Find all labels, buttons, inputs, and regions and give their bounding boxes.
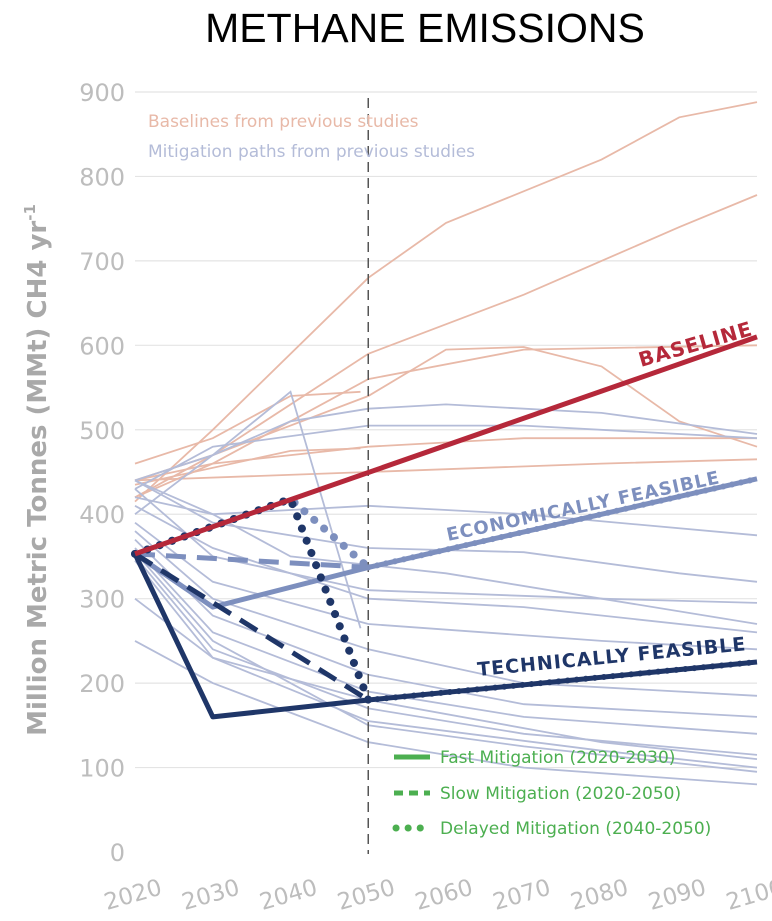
legend-label-slow: Slow Mitigation (2020-2050) bbox=[440, 784, 681, 804]
baseline-line bbox=[134, 334, 758, 557]
y-tick-label: 500 bbox=[79, 417, 125, 445]
legend-label-fast: Fast Mitigation (2020-2030) bbox=[440, 748, 675, 768]
legend: Fast Mitigation (2020-2030) Slow Mitigat… bbox=[392, 748, 711, 839]
note-previous-baselines: Baselines from previous studies bbox=[148, 112, 419, 132]
previous-baseline-line bbox=[134, 101, 758, 503]
y-tick-label: 100 bbox=[79, 755, 125, 783]
y-tick-label: 400 bbox=[79, 501, 125, 529]
previous-baseline-line bbox=[134, 458, 758, 482]
label-baseline: BASELINE bbox=[636, 316, 755, 371]
previous-baseline-line bbox=[134, 447, 361, 486]
previous-mitigation-line bbox=[134, 560, 758, 769]
x-tick-label: 2050 bbox=[335, 875, 398, 916]
y-tick-label: 200 bbox=[79, 670, 125, 698]
economic-slow-line bbox=[134, 551, 369, 570]
y-tick-label: 0 bbox=[110, 839, 125, 867]
x-tick-label: 2040 bbox=[257, 875, 320, 916]
y-tick-label: 900 bbox=[79, 79, 125, 107]
legend-label-delayed: Delayed Mitigation (2040-2050) bbox=[440, 819, 711, 839]
economic-continuation-dots bbox=[365, 475, 760, 571]
y-axis-label-text: Million Metric Tonnes (MMt) CH4 yr bbox=[23, 221, 53, 736]
technical-continuation-dots bbox=[365, 659, 760, 703]
previous-baseline-line bbox=[134, 346, 758, 482]
notes: Baselines from previous studies Mitigati… bbox=[148, 112, 475, 162]
technical-slow-line bbox=[133, 551, 370, 703]
chart-title: METHANE EMISSIONS bbox=[205, 5, 645, 51]
previous-mitigation-line bbox=[134, 390, 362, 629]
y-tick-label: 800 bbox=[79, 163, 125, 191]
x-axis-ticks: 2020 2030 2040 2050 2060 2070 2080 2090 2100 bbox=[101, 875, 772, 916]
x-tick-label: 2090 bbox=[646, 875, 709, 916]
y-tick-label: 300 bbox=[79, 586, 125, 614]
previous-baseline-line bbox=[134, 390, 361, 465]
main-series bbox=[131, 334, 760, 720]
previous-baseline-line bbox=[134, 437, 757, 482]
label-economically-feasible: ECONOMICALLY FEASIBLE bbox=[445, 467, 722, 546]
note-previous-mitigation: Mitigation paths from previous studies bbox=[148, 142, 475, 162]
y-tick-label: 700 bbox=[79, 248, 125, 276]
previous-mitigation-line bbox=[134, 521, 758, 651]
y-axis-label: Million Metric Tonnes (MMt) CH4 yr-1 bbox=[21, 204, 53, 736]
x-tick-label: 2070 bbox=[490, 875, 553, 916]
x-tick-label: 2030 bbox=[179, 875, 242, 916]
previous-mitigation-paths bbox=[134, 390, 758, 786]
technical-fast-line bbox=[132, 552, 369, 720]
x-tick-label: 2080 bbox=[568, 875, 631, 916]
y-axis-label-superscript: -1 bbox=[21, 204, 39, 221]
x-tick-label: 2060 bbox=[412, 875, 475, 916]
x-tick-label: 2100 bbox=[723, 875, 772, 916]
previous-baseline-line bbox=[134, 194, 758, 499]
y-tick-label: 600 bbox=[79, 332, 125, 360]
y-axis-ticks: 0 100 200 300 400 500 600 700 800 900 bbox=[79, 79, 125, 867]
x-tick-label: 2020 bbox=[101, 875, 164, 916]
